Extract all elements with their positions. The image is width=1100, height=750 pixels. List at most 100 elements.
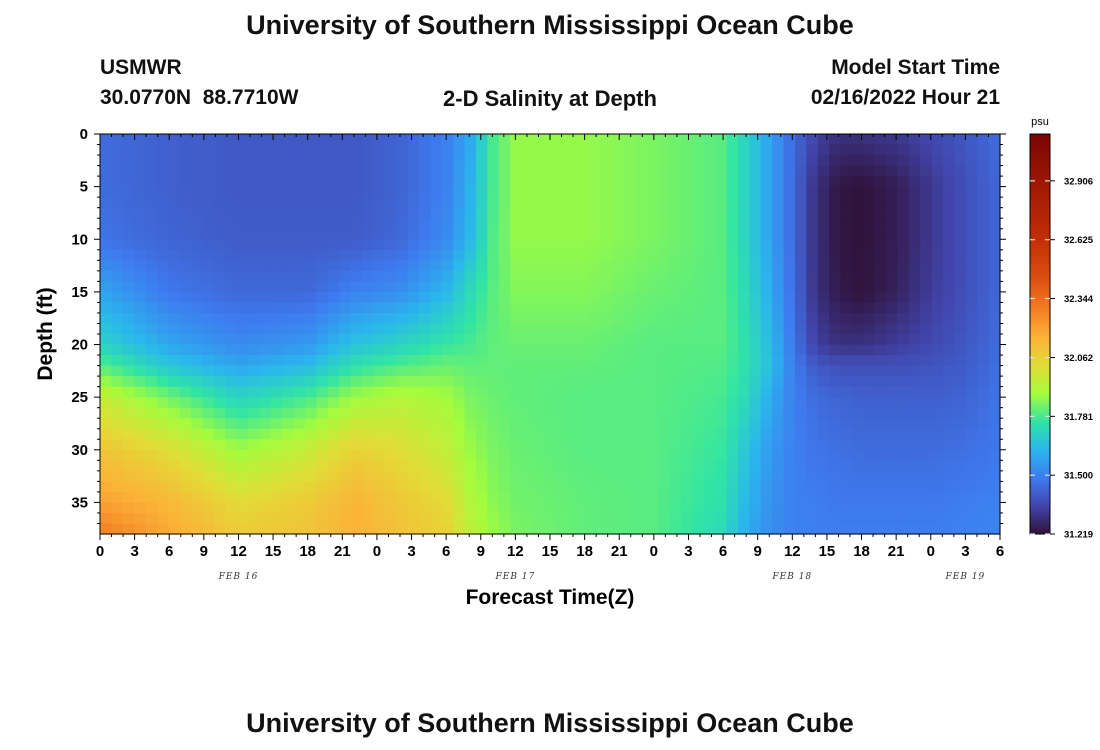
heatmap-cell <box>726 470 739 482</box>
heatmap-cell <box>772 523 785 535</box>
heatmap-cell <box>532 470 545 482</box>
heatmap-cell <box>179 197 192 209</box>
heatmap-cell <box>965 334 978 346</box>
heatmap-cell <box>168 439 181 451</box>
heatmap-cell <box>532 397 545 409</box>
heatmap-cell <box>384 397 397 409</box>
heatmap-cell <box>829 249 842 261</box>
heatmap-cell <box>350 355 363 367</box>
heatmap-cell <box>783 155 796 167</box>
heatmap-cell <box>168 165 181 177</box>
heatmap-cell <box>931 397 944 409</box>
heatmap-cell <box>555 449 568 461</box>
heatmap-cell <box>498 376 511 388</box>
heatmap-cell <box>430 323 443 335</box>
heatmap-cell <box>441 397 454 409</box>
heatmap-cell <box>851 176 864 188</box>
heatmap-cell <box>441 428 454 440</box>
heatmap-cell <box>498 270 511 282</box>
chart-subtitle: 2-D Salinity at Depth <box>443 86 657 111</box>
heatmap-cell <box>122 523 135 535</box>
heatmap-cell <box>806 270 819 282</box>
heatmap-cell <box>874 460 887 472</box>
heatmap-cell <box>567 502 580 514</box>
heatmap-cell <box>156 144 169 156</box>
heatmap-cell <box>601 228 614 240</box>
heatmap-cell <box>612 312 625 325</box>
heatmap-cell <box>475 302 488 314</box>
heatmap-cell <box>464 355 477 367</box>
heatmap-cell <box>965 512 978 525</box>
heatmap-cell <box>384 512 397 525</box>
heatmap-cell <box>760 312 773 325</box>
heatmap-cell <box>760 397 773 409</box>
heatmap-cell <box>202 291 215 304</box>
heatmap-cell <box>270 481 283 493</box>
heatmap-cell <box>544 302 557 314</box>
heatmap-cell <box>635 134 648 146</box>
heatmap-cell <box>817 186 830 198</box>
heatmap-cell <box>282 355 295 367</box>
heatmap-cell <box>954 207 967 219</box>
heatmap-cell <box>134 439 147 451</box>
heatmap-cell <box>931 523 944 535</box>
heatmap-cell <box>464 186 477 198</box>
heatmap-cell <box>430 523 443 535</box>
heatmap-cell <box>384 344 397 356</box>
heatmap-cell <box>248 460 261 472</box>
heatmap-cell <box>191 365 204 377</box>
heatmap-cell <box>373 502 386 514</box>
heatmap-cell <box>840 239 853 251</box>
heatmap-cell <box>350 281 363 293</box>
heatmap-cell <box>384 260 397 272</box>
heatmap-cell <box>202 386 215 398</box>
heatmap-cell <box>692 144 705 156</box>
heatmap-cell <box>886 197 899 209</box>
heatmap-cell <box>213 449 226 461</box>
x-tick-label: 6 <box>996 543 1004 560</box>
heatmap-cell <box>145 502 158 514</box>
heatmap-cell <box>863 134 876 146</box>
heatmap-cell <box>897 165 910 177</box>
heatmap-cell <box>567 418 580 430</box>
heatmap-cell <box>555 439 568 451</box>
heatmap-cell <box>737 523 750 535</box>
heatmap-cell <box>225 407 238 419</box>
heatmap-cell <box>270 491 283 504</box>
heatmap-cell <box>213 144 226 156</box>
heatmap-cell <box>544 312 557 325</box>
heatmap-cell <box>692 407 705 419</box>
heatmap-cell <box>464 407 477 419</box>
heatmap-cell <box>145 176 158 188</box>
heatmap-cell <box>737 165 750 177</box>
heatmap-cell <box>886 397 899 409</box>
heatmap-cell <box>168 312 181 325</box>
heatmap-cell <box>567 460 580 472</box>
heatmap-cell <box>977 523 990 535</box>
heatmap-cell <box>863 523 876 535</box>
heatmap-cell <box>293 397 306 409</box>
heatmap-cell <box>715 344 728 356</box>
heatmap-cell <box>156 197 169 209</box>
heatmap-cell <box>191 481 204 493</box>
heatmap-cell <box>475 449 488 461</box>
heatmap-cell <box>943 218 956 230</box>
heatmap-cell <box>213 228 226 240</box>
heatmap-cell <box>362 302 375 314</box>
heatmap-cell <box>327 407 340 419</box>
heatmap-cell <box>783 302 796 314</box>
heatmap-cell <box>658 249 671 261</box>
heatmap-cell <box>783 186 796 198</box>
heatmap-cell <box>532 144 545 156</box>
heatmap-cell <box>840 355 853 367</box>
heatmap-cell <box>100 218 112 230</box>
heatmap-cell <box>589 460 602 472</box>
heatmap-cell <box>954 449 967 461</box>
heatmap-cell <box>977 376 990 388</box>
heatmap-cell <box>669 134 682 146</box>
heatmap-cell <box>851 218 864 230</box>
heatmap-cell <box>407 270 420 282</box>
heatmap-cell <box>578 397 591 409</box>
heatmap-cell <box>760 470 773 482</box>
heatmap-cell <box>362 312 375 325</box>
